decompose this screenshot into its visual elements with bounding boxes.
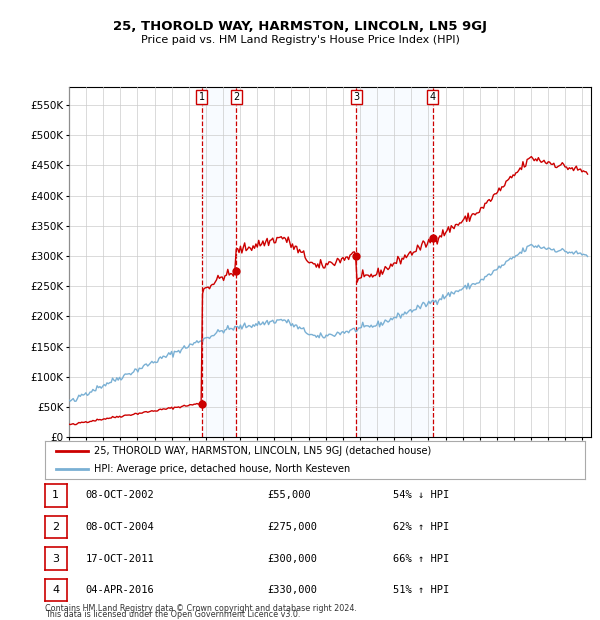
Text: Contains HM Land Registry data © Crown copyright and database right 2024.: Contains HM Land Registry data © Crown c… — [45, 603, 357, 613]
Text: £330,000: £330,000 — [267, 585, 317, 595]
Text: 54% ↓ HPI: 54% ↓ HPI — [393, 490, 449, 500]
Text: 2: 2 — [233, 92, 239, 102]
Text: 08-OCT-2002: 08-OCT-2002 — [86, 490, 155, 500]
Text: 25, THOROLD WAY, HARMSTON, LINCOLN, LN5 9GJ: 25, THOROLD WAY, HARMSTON, LINCOLN, LN5 … — [113, 20, 487, 33]
Text: 3: 3 — [353, 92, 359, 102]
Text: 04-APR-2016: 04-APR-2016 — [86, 585, 155, 595]
Text: 1: 1 — [52, 490, 59, 500]
Text: £275,000: £275,000 — [267, 522, 317, 532]
Text: 25, THOROLD WAY, HARMSTON, LINCOLN, LN5 9GJ (detached house): 25, THOROLD WAY, HARMSTON, LINCOLN, LN5 … — [94, 446, 431, 456]
Text: Price paid vs. HM Land Registry's House Price Index (HPI): Price paid vs. HM Land Registry's House … — [140, 35, 460, 45]
Text: 4: 4 — [430, 92, 436, 102]
Text: 51% ↑ HPI: 51% ↑ HPI — [393, 585, 449, 595]
Text: 1: 1 — [199, 92, 205, 102]
Text: £55,000: £55,000 — [267, 490, 311, 500]
Text: £300,000: £300,000 — [267, 554, 317, 564]
Text: HPI: Average price, detached house, North Kesteven: HPI: Average price, detached house, Nort… — [94, 464, 350, 474]
Text: 08-OCT-2004: 08-OCT-2004 — [86, 522, 155, 532]
Text: 66% ↑ HPI: 66% ↑ HPI — [393, 554, 449, 564]
Bar — [356, 87, 433, 437]
Text: 4: 4 — [52, 585, 59, 595]
Text: 3: 3 — [52, 554, 59, 564]
Text: This data is licensed under the Open Government Licence v3.0.: This data is licensed under the Open Gov… — [45, 609, 301, 619]
Text: 62% ↑ HPI: 62% ↑ HPI — [393, 522, 449, 532]
Text: 17-OCT-2011: 17-OCT-2011 — [86, 554, 155, 564]
Text: 2: 2 — [52, 522, 59, 532]
Bar — [202, 87, 236, 437]
